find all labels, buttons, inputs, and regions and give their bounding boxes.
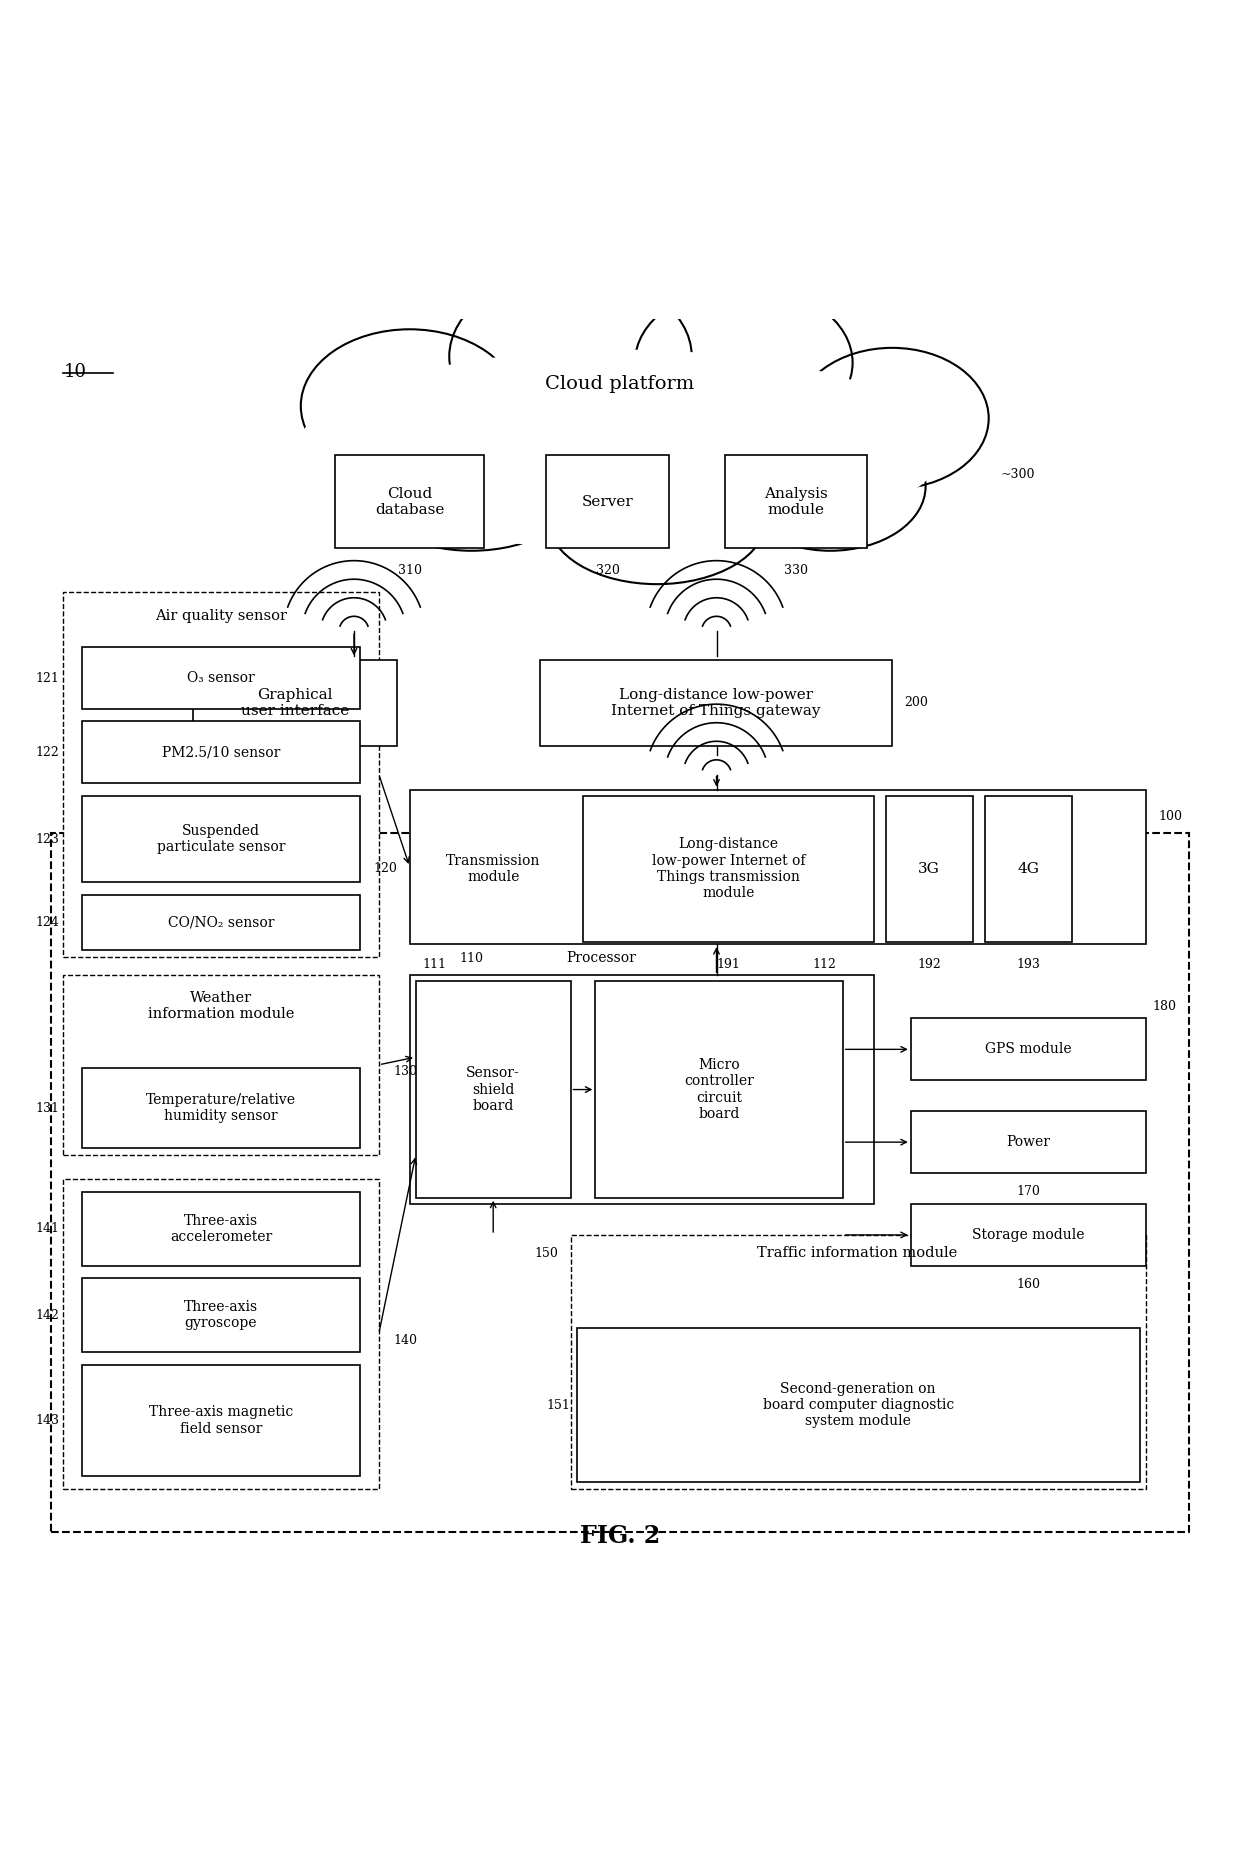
Text: Three-axis magnetic
field sensor: Three-axis magnetic field sensor [149, 1405, 293, 1435]
Text: Cloud
database: Cloud database [374, 486, 444, 518]
FancyBboxPatch shape [336, 456, 484, 548]
Text: Analysis
module: Analysis module [764, 486, 828, 518]
Ellipse shape [796, 347, 988, 490]
Ellipse shape [299, 351, 941, 548]
Text: 111: 111 [422, 959, 446, 972]
Text: 150: 150 [534, 1248, 558, 1261]
FancyBboxPatch shape [985, 795, 1071, 942]
FancyBboxPatch shape [63, 976, 378, 1154]
Text: 110: 110 [459, 953, 484, 966]
Text: Temperature/relative
humidity sensor: Temperature/relative humidity sensor [146, 1094, 296, 1124]
FancyBboxPatch shape [415, 981, 570, 1197]
Ellipse shape [449, 272, 692, 441]
FancyBboxPatch shape [409, 976, 874, 1204]
FancyBboxPatch shape [570, 1234, 1146, 1488]
Text: FIG. 2: FIG. 2 [580, 1523, 660, 1548]
Text: 330: 330 [785, 565, 808, 578]
Text: Processor: Processor [567, 951, 636, 966]
Text: Long-distance low-power
Internet of Things gateway: Long-distance low-power Internet of Thin… [611, 688, 821, 719]
Text: 100: 100 [1159, 810, 1183, 824]
Text: 193: 193 [1017, 959, 1040, 970]
Text: CO/NO₂ sensor: CO/NO₂ sensor [167, 915, 274, 929]
FancyBboxPatch shape [910, 1019, 1146, 1081]
FancyBboxPatch shape [51, 833, 1189, 1533]
FancyBboxPatch shape [409, 790, 1146, 944]
FancyBboxPatch shape [82, 722, 360, 784]
Text: Transmission
module: Transmission module [446, 854, 541, 884]
Text: PM2.5/10 sensor: PM2.5/10 sensor [161, 745, 280, 760]
Text: 190: 190 [744, 799, 768, 812]
FancyBboxPatch shape [546, 456, 670, 548]
FancyBboxPatch shape [63, 1180, 378, 1488]
Text: 123: 123 [36, 833, 60, 846]
Text: 200: 200 [904, 696, 929, 709]
Text: Storage module: Storage module [972, 1229, 1085, 1242]
Text: 3G: 3G [919, 861, 940, 876]
FancyBboxPatch shape [539, 660, 893, 747]
Text: Second-generation on
board computer diagnostic
system module: Second-generation on board computer diag… [763, 1383, 954, 1428]
Text: Traffic information module: Traffic information module [758, 1246, 957, 1261]
FancyBboxPatch shape [82, 895, 360, 951]
FancyBboxPatch shape [193, 660, 397, 747]
Text: Cloud platform: Cloud platform [546, 375, 694, 392]
FancyBboxPatch shape [82, 647, 360, 709]
Text: Three-axis
gyroscope: Three-axis gyroscope [184, 1300, 258, 1330]
Text: O₃ sensor: O₃ sensor [187, 672, 255, 685]
Text: 191: 191 [717, 959, 740, 970]
Text: 121: 121 [36, 672, 60, 685]
Text: 180: 180 [1152, 1000, 1176, 1013]
Text: 122: 122 [36, 747, 60, 760]
Text: Sensor-
shield
board: Sensor- shield board [466, 1066, 520, 1112]
FancyBboxPatch shape [910, 1111, 1146, 1172]
FancyBboxPatch shape [577, 1328, 1140, 1482]
Text: 192: 192 [918, 959, 941, 970]
Text: Suspended
particulate sensor: Suspended particulate sensor [156, 824, 285, 854]
Text: 160: 160 [1017, 1278, 1040, 1291]
Text: ~300: ~300 [1001, 467, 1035, 480]
Ellipse shape [735, 422, 925, 552]
Text: 141: 141 [36, 1223, 60, 1234]
Text: 140: 140 [393, 1334, 418, 1347]
FancyBboxPatch shape [583, 795, 874, 942]
Text: 130: 130 [393, 1064, 418, 1077]
Text: 112: 112 [812, 959, 837, 972]
Ellipse shape [362, 422, 580, 552]
Text: Micro
controller
circuit
board: Micro controller circuit board [684, 1058, 754, 1120]
Text: 143: 143 [36, 1415, 60, 1428]
FancyBboxPatch shape [82, 1278, 360, 1353]
Ellipse shape [635, 285, 853, 439]
Text: Three-axis
accelerometer: Three-axis accelerometer [170, 1214, 272, 1244]
Text: Graphical
user interface: Graphical user interface [241, 688, 350, 719]
FancyBboxPatch shape [63, 591, 378, 957]
Text: 170: 170 [1017, 1186, 1040, 1199]
FancyBboxPatch shape [82, 795, 360, 882]
Text: 10: 10 [63, 362, 87, 381]
Text: Air quality sensor: Air quality sensor [155, 610, 286, 623]
Text: 120: 120 [373, 863, 397, 876]
FancyBboxPatch shape [910, 1204, 1146, 1266]
Text: Server: Server [582, 495, 634, 508]
FancyBboxPatch shape [725, 456, 868, 548]
Text: 320: 320 [595, 565, 620, 578]
FancyBboxPatch shape [887, 795, 972, 942]
FancyBboxPatch shape [82, 1191, 360, 1266]
Text: Long-distance
low-power Internet of
Things transmission
module: Long-distance low-power Internet of Thin… [651, 837, 805, 900]
Text: 131: 131 [36, 1101, 60, 1114]
Text: 400: 400 [144, 696, 169, 709]
Text: GPS module: GPS module [985, 1043, 1071, 1056]
FancyBboxPatch shape [595, 981, 843, 1197]
FancyBboxPatch shape [82, 1366, 360, 1476]
Text: 151: 151 [547, 1398, 570, 1411]
Text: 310: 310 [398, 565, 422, 578]
Text: 4G: 4G [1017, 861, 1039, 876]
Text: 124: 124 [36, 915, 60, 929]
Text: Weather
information module: Weather information module [148, 991, 294, 1021]
Ellipse shape [301, 330, 518, 482]
Ellipse shape [548, 456, 766, 583]
Text: 142: 142 [36, 1309, 60, 1323]
Text: Power: Power [1007, 1135, 1050, 1150]
FancyBboxPatch shape [82, 1067, 360, 1148]
